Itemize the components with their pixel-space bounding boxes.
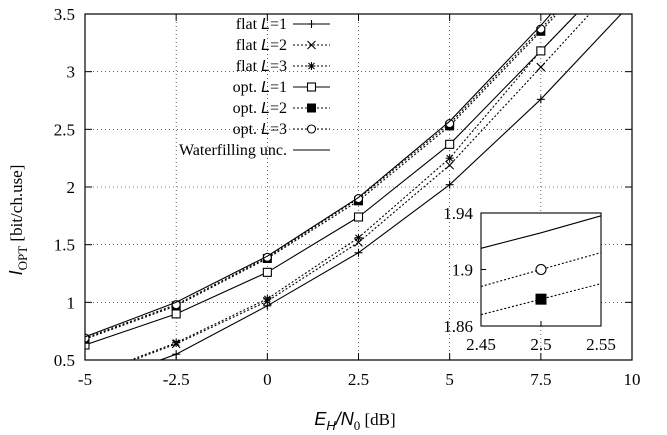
legend-label: opt. L=3 bbox=[233, 121, 287, 138]
inset-y-tick-label: 1.86 bbox=[443, 317, 473, 336]
inset-marker bbox=[535, 293, 547, 305]
x-axis-label: EH/N0 [dB] bbox=[314, 409, 395, 433]
y-axis-label: IOPT [bit/ch.use] bbox=[6, 165, 30, 276]
data-point bbox=[353, 212, 364, 222]
y-tick-label: 2 bbox=[67, 178, 76, 197]
data-point bbox=[172, 338, 181, 347]
x-tick-label: 5 bbox=[445, 370, 454, 389]
inset-x-tick-label: 2.55 bbox=[586, 335, 616, 354]
inset-marker bbox=[535, 263, 547, 276]
legend-marker bbox=[307, 40, 316, 50]
data-point bbox=[536, 62, 546, 72]
axis-ticks: -5 -2.5 0 2.5 5 7.5 100.511.522.533.5 bbox=[54, 5, 641, 389]
legend-label: Waterfilling unc. bbox=[179, 142, 287, 159]
inset-line-2 bbox=[480, 252, 602, 288]
legend: flat L=1 flat L=2 flat L=3 opt. L=1 opt. L=2… bbox=[179, 16, 330, 159]
inset-y-tick-label: 1.9 bbox=[452, 261, 473, 280]
legend-marker bbox=[306, 82, 317, 92]
legend-marker bbox=[307, 103, 316, 113]
x-tick-label: 2.5 bbox=[348, 370, 369, 389]
data-point bbox=[171, 309, 181, 319]
series-line-7 bbox=[85, 14, 552, 338]
x-tick-label: -2.5 bbox=[163, 370, 190, 389]
data-point bbox=[536, 95, 545, 104]
data-point bbox=[536, 46, 546, 56]
x-tick-label: 7.5 bbox=[530, 370, 551, 389]
x-tick-label: -5 bbox=[78, 370, 92, 389]
data-point bbox=[263, 301, 272, 310]
inset-y-tick-label: 1.94 bbox=[443, 204, 473, 223]
legend-label: flat L=2 bbox=[236, 37, 287, 54]
y-tick-label: 0.5 bbox=[54, 351, 75, 370]
legend-marker bbox=[306, 124, 317, 134]
y-tick-label: 3 bbox=[67, 63, 76, 82]
legend-marker bbox=[307, 62, 316, 70]
legend-marker bbox=[307, 20, 316, 28]
legend-label: flat L=3 bbox=[236, 58, 287, 75]
inset-zoom: 2.45 2.5 2.55 1.86 1.9 1.94 bbox=[443, 204, 616, 354]
data-point bbox=[445, 180, 454, 189]
data-point bbox=[445, 160, 455, 170]
x-tick-label: 0 bbox=[263, 370, 272, 389]
legend-label: opt. L=1 bbox=[233, 79, 287, 96]
x-tick-label: 10 bbox=[624, 370, 641, 389]
legend-label: flat L=1 bbox=[236, 16, 287, 33]
data-point bbox=[354, 248, 363, 257]
series-lines bbox=[85, 14, 622, 360]
legend-label: opt. L=2 bbox=[233, 100, 287, 117]
data-point bbox=[445, 139, 455, 149]
data-point bbox=[353, 193, 364, 204]
data-point bbox=[445, 154, 454, 163]
inset-x-tick-label: 2.5 bbox=[530, 335, 551, 354]
data-point bbox=[262, 267, 272, 277]
data-point bbox=[354, 233, 363, 242]
y-tick-label: 1.5 bbox=[54, 236, 75, 255]
data-point bbox=[445, 119, 455, 129]
inset-line-1 bbox=[480, 215, 602, 249]
inset-x-tick-label: 2.45 bbox=[466, 335, 496, 354]
y-tick-label: 3.5 bbox=[54, 5, 75, 24]
data-point bbox=[85, 340, 90, 350]
data-point bbox=[263, 294, 272, 303]
y-tick-label: 2.5 bbox=[54, 120, 75, 139]
y-tick-label: 1 bbox=[67, 293, 76, 312]
